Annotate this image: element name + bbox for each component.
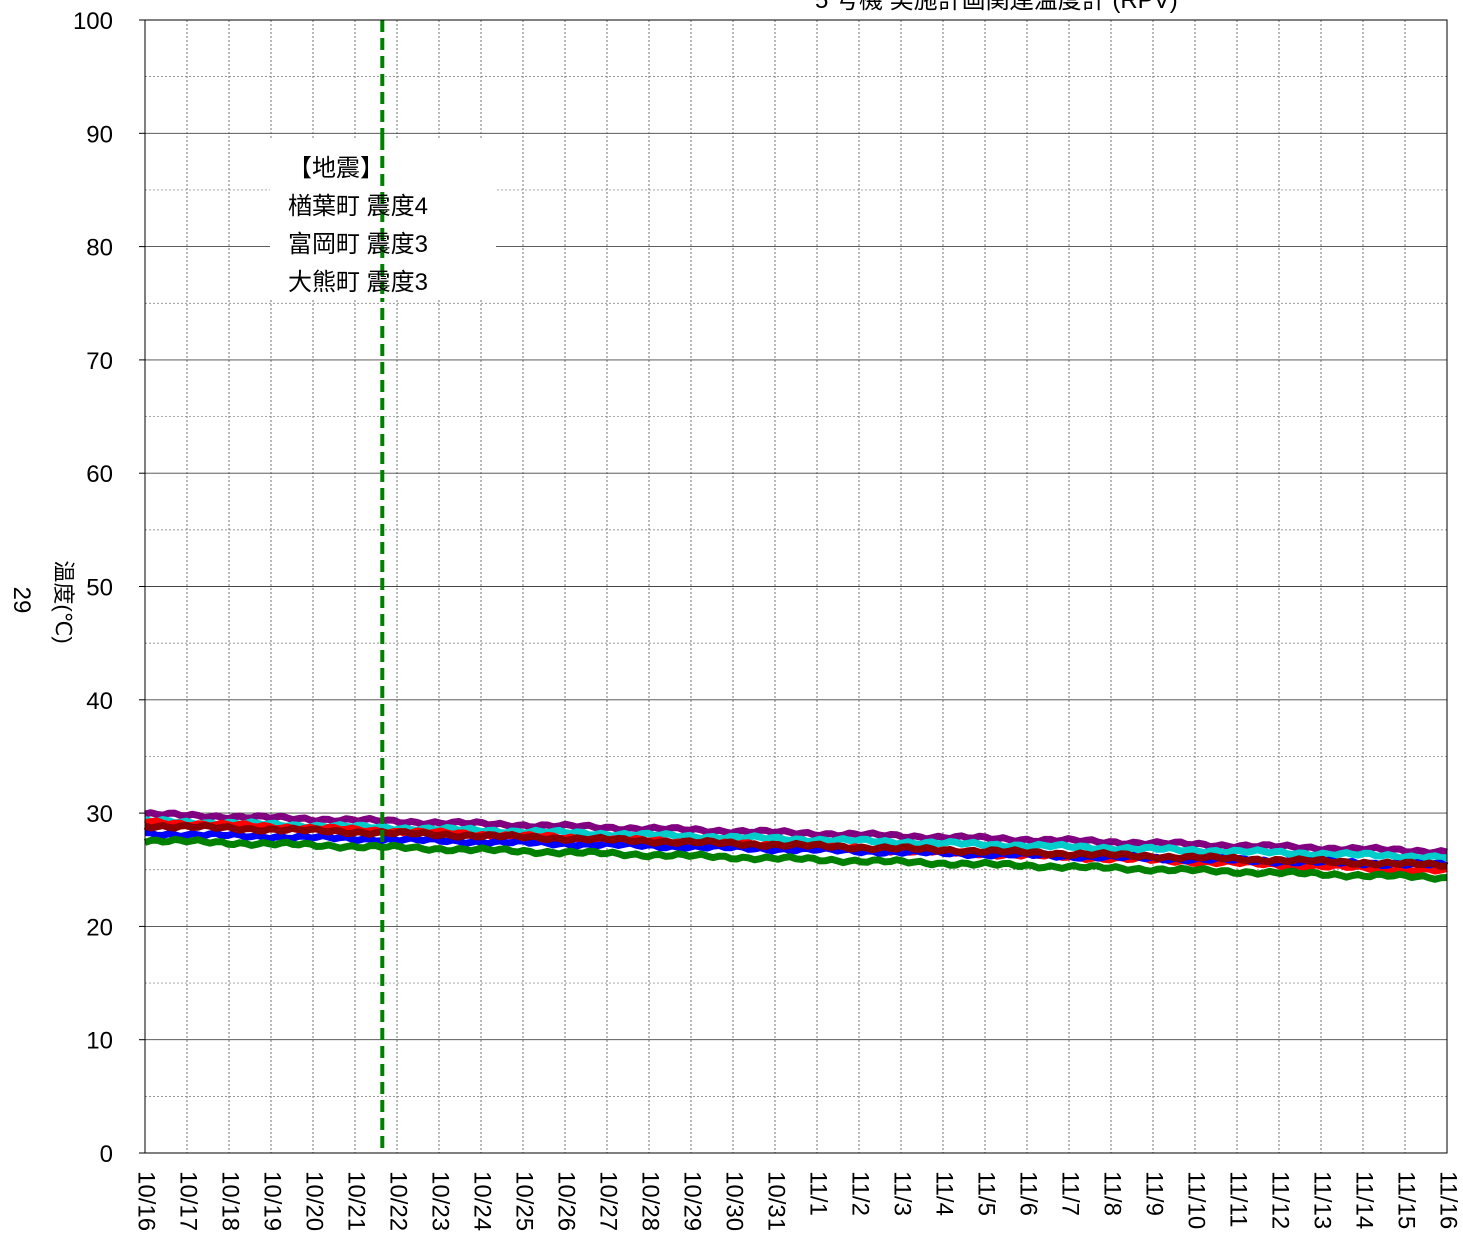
series-line [144, 809, 1448, 857]
x-tick-label: 10/23 [427, 1171, 454, 1231]
x-tick-label: 11/11 [1225, 1171, 1252, 1228]
x-tick-labels: 10/16 10/17 10/18 10/19 10/20 10/21 10/22 10/23… [133, 1171, 1462, 1231]
x-tick-label: 11/14 [1351, 1171, 1378, 1229]
annotation-line: 楢葉町 震度4 [288, 193, 428, 220]
series-line [143, 835, 1448, 883]
annotation-line: 大熊町 震度3 [288, 269, 428, 296]
x-tick-label: 10/22 [385, 1171, 412, 1231]
x-tick-label: 11/15 [1393, 1171, 1420, 1229]
annotation-line: 【地震】 [288, 155, 384, 182]
annotation-line: 富岡町 震度3 [288, 231, 428, 258]
x-tick-label: 11/1 [805, 1171, 832, 1216]
series-line [143, 821, 1448, 871]
x-tick-label: 11/5 [973, 1171, 1000, 1216]
y-axis-label: 温度(℃) [51, 560, 76, 643]
x-tick-label: 10/28 [637, 1171, 664, 1231]
x-tick-label: 10/25 [511, 1171, 538, 1231]
y-tick-label: 60 [86, 461, 113, 488]
x-tick-label: 11/13 [1309, 1171, 1336, 1229]
y-tick-label: 0 [100, 1141, 113, 1168]
x-tick-label: 11/9 [1141, 1171, 1168, 1216]
x-tick-label: 10/18 [217, 1171, 244, 1231]
y-axis-label-prefix: 29 [8, 587, 35, 614]
x-tick-label: 10/30 [721, 1171, 748, 1231]
y-axis-label-group: 29 温度(℃) [8, 560, 76, 643]
x-tick-label: 10/27 [595, 1171, 622, 1231]
x-tick-label: 11/10 [1183, 1171, 1210, 1229]
earthquake-annotation: 【地震】楢葉町 震度4 富岡町 震度3 大熊町 震度3 [270, 138, 496, 298]
x-tick-label: 11/4 [931, 1171, 958, 1216]
grid [145, 20, 1447, 1153]
y-tick-label: 70 [86, 348, 113, 375]
y-tick-label: 20 [86, 914, 113, 941]
y-tick-label: 10 [86, 1028, 113, 1055]
x-tick-label: 10/26 [553, 1171, 580, 1231]
y-tick-labels: 0 10 20 30 40 50 60 70 80 90 100 [73, 8, 145, 1168]
y-tick-label: 100 [73, 8, 113, 35]
x-tick-label: 10/19 [259, 1171, 286, 1231]
x-tick-label: 10/17 [175, 1171, 202, 1231]
y-tick-label: 30 [86, 801, 113, 828]
series-line [143, 815, 1448, 862]
x-tick-label: 10/21 [343, 1171, 370, 1231]
x-tick-label: 10/24 [469, 1171, 496, 1231]
x-tick-label: 11/12 [1267, 1171, 1294, 1229]
x-tick-label: 11/3 [889, 1171, 916, 1216]
x-tick-label: 10/31 [763, 1171, 790, 1231]
y-tick-label: 80 [86, 235, 113, 262]
x-tick-label: 11/7 [1057, 1171, 1084, 1216]
y-tick-label: 90 [86, 121, 113, 148]
y-tick-label: 40 [86, 688, 113, 715]
series-group [143, 809, 1449, 883]
x-tick-label: 10/29 [679, 1171, 706, 1231]
x-tick-label: 10/16 [133, 1171, 160, 1231]
chart-title: 5 号機 実施計画関連温度計 (RPV) [815, 0, 1178, 14]
x-tick-label: 11/2 [847, 1171, 874, 1216]
x-tick-label: 11/6 [1015, 1171, 1042, 1216]
x-tick-label: 11/16 [1435, 1171, 1462, 1229]
x-tick-label: 10/20 [301, 1171, 328, 1231]
y-tick-label: 50 [86, 575, 113, 602]
x-tick-label: 11/8 [1099, 1171, 1126, 1216]
